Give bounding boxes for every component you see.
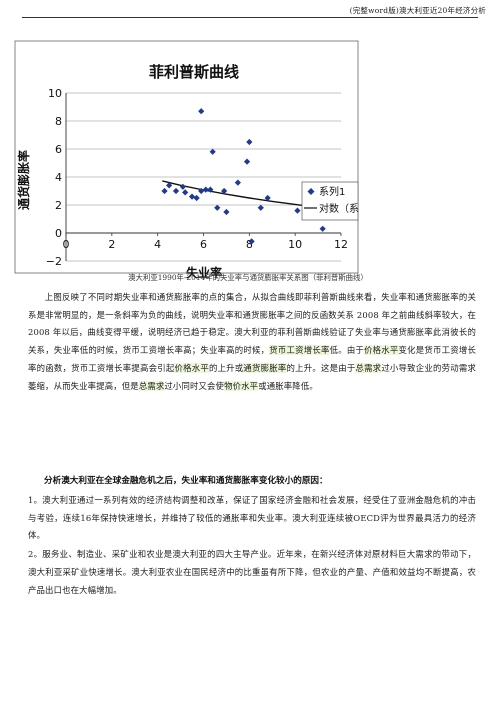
para1-highlight-7: 物价水平	[224, 380, 259, 391]
para1-highlight-2: 价格水平	[364, 345, 399, 356]
y-tick-label: 6	[55, 143, 62, 156]
x-axis-label: 失业率	[186, 265, 222, 280]
y-tick-label: 0	[55, 227, 62, 240]
chart-legend: 系列1 对数（系列1	[301, 181, 375, 221]
para1-highlight-3: 价格水平	[174, 362, 209, 373]
section-heading: 分析澳大利亚在全球金融危机之后，失业率和通货膨胀率变化较小的原因：	[44, 476, 328, 486]
data-point	[246, 138, 253, 146]
data-point	[202, 186, 209, 193]
para1-text-c: 变化是货币工资增长率的函数，货币工资增长率提高会引起	[28, 345, 476, 373]
para1-text-d: 的上升或	[208, 362, 244, 373]
x-tick-label: 8	[246, 238, 253, 251]
x-tick-label: 10	[288, 238, 302, 251]
x-tick-label: 2	[108, 238, 115, 251]
y-tick-label: 2	[55, 199, 62, 212]
data-point	[188, 193, 196, 200]
x-tick-label: 4	[154, 238, 161, 251]
para1-highlight-1: 货币工资增长率	[269, 345, 330, 356]
data-point	[294, 207, 301, 214]
page-header: (完整word版)澳大利亚近20年经济分析	[349, 6, 486, 15]
figure-caption: 澳大利亚1990年-2014年的失业率与通货膨胀率关系图（菲利普斯曲线）	[128, 273, 368, 282]
y-tick-label: 10	[48, 87, 62, 100]
data-point	[223, 208, 230, 216]
legend-marker-series1	[307, 188, 315, 195]
x-tick-label: 12	[334, 238, 348, 251]
x-tick-labels: 0 2 4 6 8 10 12	[63, 238, 349, 251]
data-point	[198, 108, 205, 115]
y-tick-labels: 10 8 6 4 2 0 −2	[46, 87, 62, 268]
data-point	[172, 187, 180, 195]
data-point	[182, 189, 189, 196]
reason-item-2: 2。服务业、制造业、采矿业和农业是澳大利亚的四大主导产业。近年来，在新兴经济体对…	[28, 549, 476, 595]
y-tick-label: 4	[55, 171, 62, 184]
paragraph-1: 上图反映了不同时期失业率和通货膨胀率的点的集合，从拟合曲线即菲利普斯曲线来看，失…	[28, 289, 476, 395]
legend-label-series1: 系列1	[319, 185, 345, 198]
y-axis-label: 通货膨胀率	[16, 150, 31, 210]
para1-text-h: 或通胀率降低。	[258, 380, 318, 391]
para1-text-f: 过小导致企业的劳动需求萎缩，从而失业率提高，但是	[28, 362, 476, 391]
data-point	[161, 187, 168, 195]
y-tick-label: 8	[55, 115, 62, 128]
para1-highlight-4: 通货膨胀率	[243, 362, 287, 373]
para1-text-b: 低。由于	[329, 345, 365, 356]
data-point	[248, 238, 255, 245]
para1-highlight-6: 总需求	[138, 380, 165, 391]
phillips-curve-chart: 菲利普斯曲线 10 8 6 4 2 0 −2 0 2 4 6 8 10 12 通货膨胀率 失业率 系列1…	[14, 40, 375, 280]
header-rule	[22, 17, 478, 18]
data-point	[179, 183, 186, 190]
data-point	[214, 204, 221, 211]
paragraph-analysis: 上图反映了不同时期失业率和通货膨胀率的点的集合，从拟合曲线即菲利普斯曲线来看，失…	[28, 289, 476, 395]
data-point	[207, 186, 214, 193]
para1-text-a: 上图反映了不同时期失业率和通货膨胀率的点的集合，从拟合曲线即菲利普斯曲线来看，失…	[28, 292, 476, 356]
reasons-list: 1。澳大利亚通过一系列有效的经济结构调整和改革，保证了国家经济金融和社会发展，经…	[28, 492, 476, 599]
para1-text-e: 的上升。这是由于	[286, 362, 356, 373]
data-point	[198, 187, 205, 195]
data-point	[234, 179, 241, 186]
data-point	[209, 148, 216, 155]
x-tick-label: 6	[200, 238, 207, 251]
data-point	[193, 194, 200, 202]
data-point	[166, 182, 173, 189]
y-tick-label: −2	[46, 255, 62, 268]
data-point	[319, 225, 326, 232]
legend-box	[301, 181, 359, 221]
chart-title: 菲利普斯曲线	[149, 63, 239, 81]
points-layer	[161, 108, 326, 245]
para1-text-g: 过小同时又会使	[164, 380, 225, 391]
data-point	[243, 158, 251, 165]
data-point	[221, 187, 228, 195]
reason-item-1: 1。澳大利亚通过一系列有效的经济结构调整和改革，保证了国家经济金融和社会发展，经…	[28, 495, 476, 541]
x-tick-label: 0	[63, 238, 70, 251]
para1-highlight-5: 总需求	[355, 362, 382, 373]
legend-label-trendline: 对数（系列1	[319, 202, 359, 215]
